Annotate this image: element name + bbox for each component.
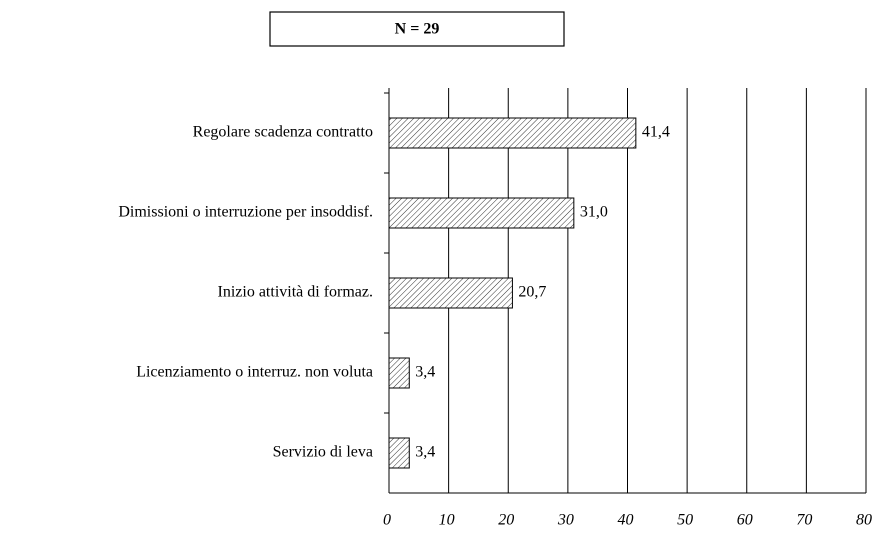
- x-tick-label: 30: [557, 512, 574, 529]
- bar: [388, 117, 637, 149]
- data-label: 3,4: [415, 364, 435, 381]
- x-tick-label: 0: [383, 512, 391, 529]
- y-tick-label: Dimissioni o interruzione per insoddisf.: [118, 204, 373, 221]
- x-tick-label: 10: [439, 512, 455, 529]
- x-tick-label: 80: [856, 512, 872, 529]
- y-tick-label: Inizio attività di formaz.: [218, 284, 374, 301]
- data-label: 41,4: [642, 124, 670, 141]
- data-label: 3,4: [415, 444, 435, 461]
- x-tick-label: 40: [618, 512, 634, 529]
- chart-title: N = 29: [395, 21, 440, 38]
- x-tick-label: 70: [796, 512, 812, 529]
- x-tick-label: 50: [677, 512, 693, 529]
- bar: [388, 437, 410, 469]
- y-tick-label: Licenziamento o interruz. non voluta: [136, 364, 373, 381]
- y-tick-label: Servizio di leva: [273, 444, 373, 461]
- title-box: [269, 11, 565, 47]
- bar: [388, 197, 575, 229]
- y-tick-label: Regolare scadenza contratto: [193, 124, 373, 141]
- x-tick-label: 60: [737, 512, 753, 529]
- x-tick-label: 20: [498, 512, 514, 529]
- data-label: 20,7: [518, 284, 546, 301]
- bar: [388, 357, 410, 389]
- bar: [388, 277, 513, 309]
- data-label: 31,0: [580, 204, 608, 221]
